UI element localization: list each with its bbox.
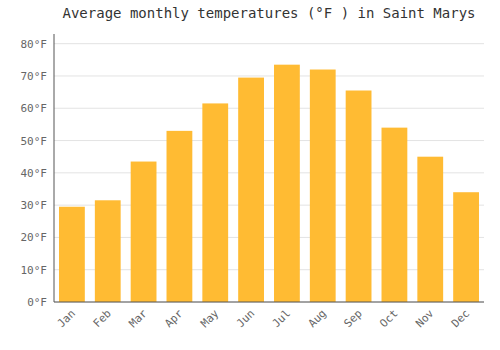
y-tick-label: 20°F bbox=[21, 231, 48, 244]
grid-line bbox=[54, 43, 484, 44]
bar bbox=[382, 128, 408, 302]
bar bbox=[167, 131, 193, 302]
y-tick-label: 60°F bbox=[21, 102, 48, 115]
grid-line bbox=[54, 302, 484, 303]
bar bbox=[131, 162, 157, 302]
y-tick-label: 50°F bbox=[21, 135, 48, 148]
chart-container: Average monthly temperatures (°F ) in Sa… bbox=[0, 0, 500, 350]
y-tick-label: 30°F bbox=[21, 199, 48, 212]
bar bbox=[59, 207, 85, 302]
chart-svg: Average monthly temperatures (°F ) in Sa… bbox=[0, 0, 500, 350]
x-tick-label: Dec bbox=[449, 307, 472, 330]
bar bbox=[274, 65, 300, 302]
x-tick-labels: Jan Feb Mar Apr May Jun Jul Aug Sep Oct Nov Dec bbox=[55, 307, 472, 331]
grid-line bbox=[54, 140, 484, 141]
bar bbox=[202, 103, 228, 302]
bar bbox=[453, 192, 479, 302]
bar bbox=[95, 200, 121, 302]
x-axis-line bbox=[54, 302, 484, 303]
bar bbox=[346, 91, 372, 302]
bar bbox=[238, 78, 264, 302]
x-tick-label: Aug bbox=[306, 307, 329, 330]
chart-title: Average monthly temperatures (°F ) in Sa… bbox=[62, 5, 475, 21]
y-axis-line bbox=[54, 34, 55, 302]
y-tick-label: 40°F bbox=[21, 167, 48, 180]
x-tick-label: Jun bbox=[234, 307, 257, 330]
y-tick-labels: 0°F 10°F 20°F 30°F 40°F 50°F 60°F 70°F 80°F bbox=[21, 38, 48, 309]
bar bbox=[417, 157, 443, 302]
y-tick-label: 0°F bbox=[27, 296, 47, 309]
y-tick-label: 70°F bbox=[21, 70, 48, 83]
x-tick-label: Jan bbox=[55, 307, 78, 330]
y-tick-label: 80°F bbox=[21, 38, 48, 51]
x-tick-label: May bbox=[198, 307, 222, 331]
x-tick-label: Sep bbox=[341, 307, 364, 330]
grid-line bbox=[54, 108, 484, 109]
y-grid bbox=[54, 44, 484, 302]
x-tick-label: Oct bbox=[377, 307, 400, 330]
bars bbox=[59, 65, 479, 302]
x-tick-label: Nov bbox=[413, 307, 437, 331]
x-tick-label: Feb bbox=[91, 307, 114, 330]
x-tick-label: Apr bbox=[162, 307, 186, 331]
bar bbox=[310, 70, 336, 302]
x-tick-label: Jul bbox=[270, 307, 293, 330]
x-tick-label: Mar bbox=[126, 307, 150, 331]
y-tick-label: 10°F bbox=[21, 264, 48, 277]
grid-line bbox=[54, 75, 484, 76]
